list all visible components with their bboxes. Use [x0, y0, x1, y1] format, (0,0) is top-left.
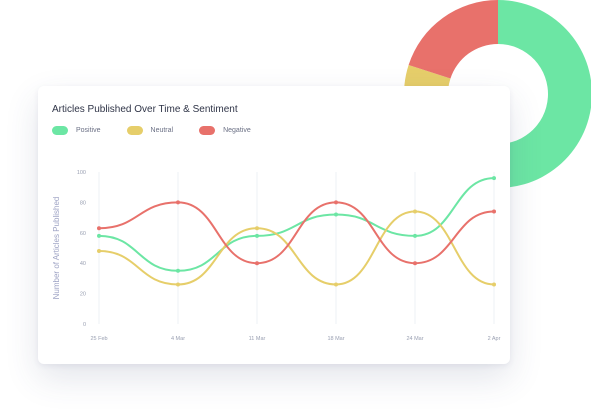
- y-tick-label: 40: [80, 261, 86, 267]
- line-chart: 0 20 40 60 80 100 25 Feb 4 Mar 11 Mar 18 Mar 24 Ma…: [52, 170, 501, 342]
- data-point-negative[interactable]: [176, 200, 180, 205]
- chart-card: Articles Published Over Time & Sentiment…: [38, 86, 510, 364]
- legend-label-positive: Positive: [76, 127, 101, 134]
- legend-item-negative[interactable]: Negative: [199, 126, 251, 135]
- x-tick-label: 24 Mar: [406, 336, 423, 342]
- y-axis-title: Number of Articles Published: [52, 197, 61, 300]
- data-point-neutral[interactable]: [255, 226, 259, 231]
- y-tick-label: 60: [80, 231, 86, 237]
- data-point-negative[interactable]: [97, 226, 101, 231]
- x-tick-label: 18 Mar: [327, 336, 344, 342]
- y-tick-label: 100: [77, 170, 86, 176]
- data-point-negative[interactable]: [413, 261, 417, 266]
- data-point-neutral[interactable]: [176, 282, 180, 287]
- x-tick-label: 25 Feb: [90, 336, 107, 342]
- data-point-neutral[interactable]: [413, 209, 417, 214]
- y-tick-label: 80: [80, 200, 86, 206]
- legend-item-positive[interactable]: Positive: [52, 126, 101, 135]
- data-point-neutral[interactable]: [97, 249, 101, 254]
- data-point-positive[interactable]: [492, 176, 496, 181]
- legend-swatch-neutral: [126, 126, 143, 135]
- legend-swatch-negative: [199, 126, 216, 135]
- data-point-positive[interactable]: [334, 212, 338, 217]
- donut-slice-0[interactable]: [486, 0, 591, 188]
- legend-label-negative: Negative: [223, 127, 251, 134]
- y-tick-label: 20: [80, 292, 86, 298]
- donut-slice-2[interactable]: [408, 0, 498, 79]
- chart-legend: Positive Neutral Negative: [52, 126, 277, 135]
- data-point-negative[interactable]: [334, 200, 338, 205]
- series-line-neutral: [98, 210, 495, 286]
- data-point-negative[interactable]: [492, 209, 496, 214]
- data-point-positive[interactable]: [97, 233, 101, 238]
- data-point-positive[interactable]: [255, 233, 259, 238]
- x-tick-label: 4 Mar: [171, 336, 185, 342]
- legend-label-neutral: Neutral: [150, 127, 174, 134]
- chart-title: Articles Published Over Time & Sentiment: [52, 104, 238, 115]
- x-tick-label: 11 Mar: [249, 336, 266, 342]
- data-point-negative[interactable]: [255, 261, 259, 266]
- data-point-positive[interactable]: [176, 268, 180, 273]
- data-point-neutral[interactable]: [334, 282, 338, 287]
- data-point-positive[interactable]: [413, 233, 417, 238]
- y-tick-label: 0: [83, 322, 86, 328]
- series-line-positive: [98, 177, 495, 272]
- legend-item-neutral[interactable]: Neutral: [126, 126, 174, 135]
- legend-swatch-positive: [52, 126, 68, 135]
- series-line-negative: [98, 201, 495, 265]
- data-point-neutral[interactable]: [492, 282, 496, 287]
- x-tick-label: 2 Apr: [488, 336, 501, 342]
